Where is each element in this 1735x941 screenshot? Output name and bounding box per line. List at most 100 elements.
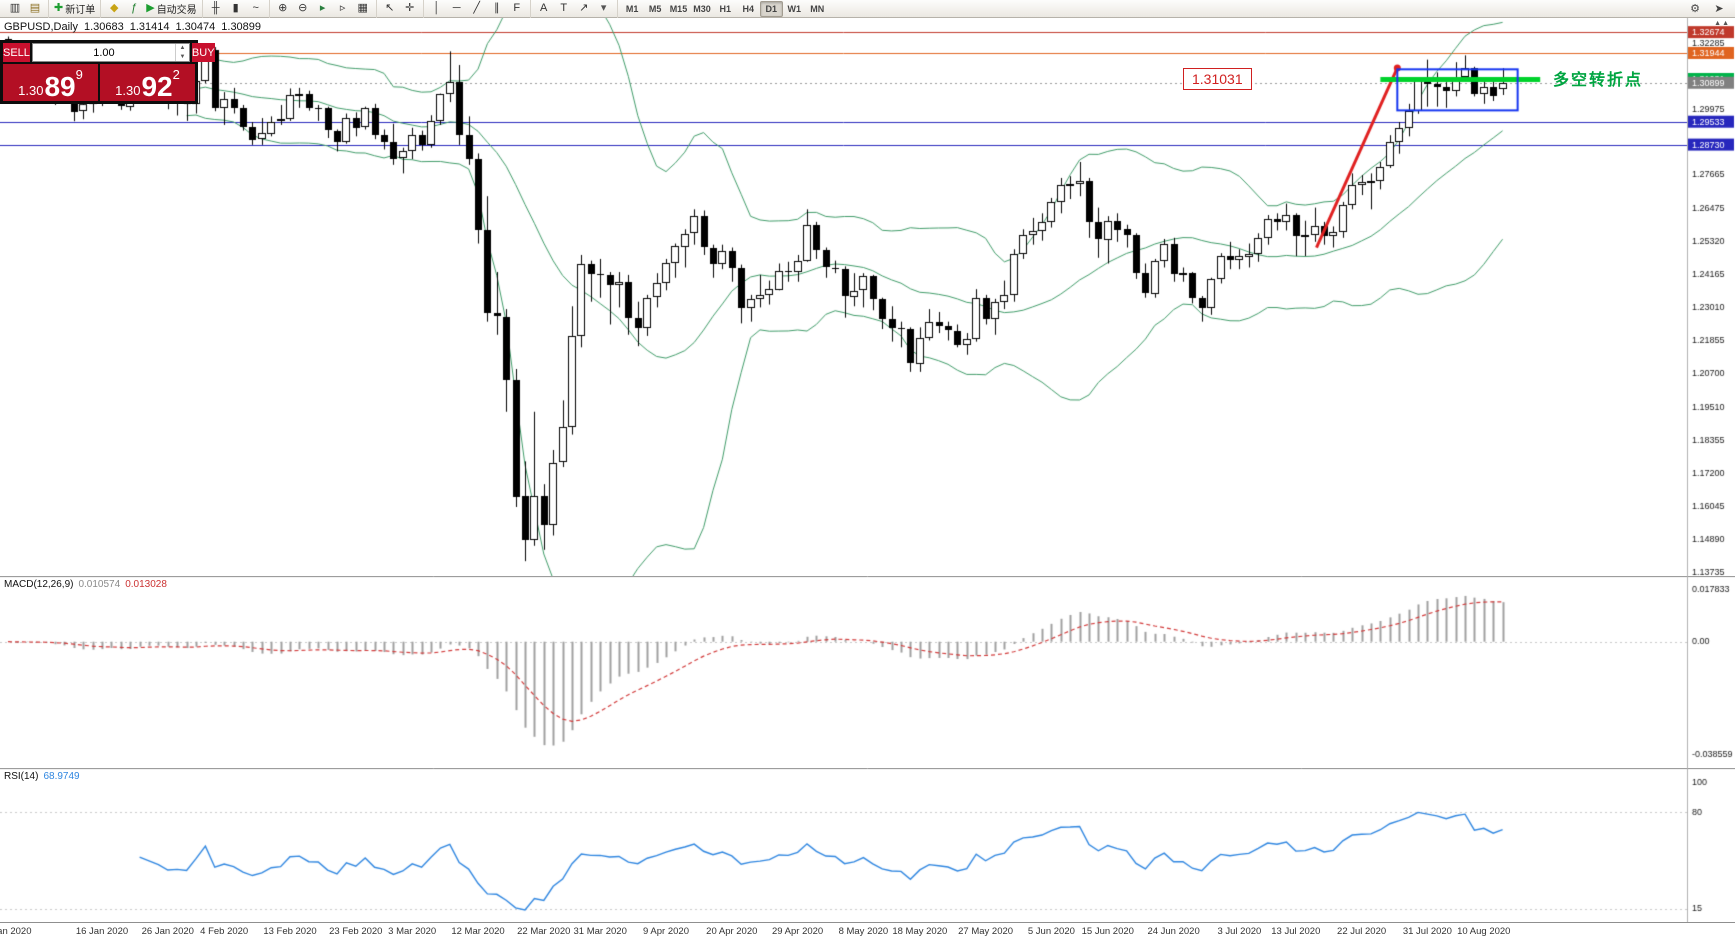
macd-panel-canvas[interactable] (0, 576, 1735, 768)
indicators-icon[interactable]: ƒ (124, 1, 144, 17)
gear-icon[interactable]: ⚙ (1690, 3, 1700, 15)
timeframe-h4[interactable]: H4 (742, 3, 754, 14)
turning-point-note[interactable]: 多空转折点 (1553, 72, 1644, 89)
line-chart-icon: ~ (252, 2, 259, 14)
date-axis: 2 Jan 2020 16 Jan 2020 26 Jan 2020 4 Feb 20… (0, 922, 1735, 941)
high-price: 1.31414 (129, 21, 170, 33)
date-axis-label: 8 May 2020 (838, 926, 889, 937)
date-axis-label: 2 Jan 2020 (0, 926, 32, 937)
buy-price-pips: 92 (141, 70, 173, 102)
chart-shift-icon[interactable]: ▹ (333, 1, 353, 17)
scroll-up2-icon[interactable]: ▲ (1722, 20, 1729, 27)
bar-chart-icon: ╫ (211, 2, 220, 14)
volume-down-icon[interactable]: ▼ (179, 53, 186, 60)
open-price: 1.30683 (83, 21, 124, 33)
date-axis-label: 18 May 2020 (892, 926, 948, 937)
zoom-in-icon: ⊕ (278, 2, 288, 14)
date-axis-label: 26 Jan 2020 (141, 926, 194, 937)
date-axis-label: 15 Jun 2020 (1081, 926, 1134, 937)
crosshair-icon[interactable]: ✛ (400, 1, 420, 17)
trendline-icon: ╱ (473, 2, 480, 14)
buy-button[interactable]: BUY (191, 43, 215, 62)
timeframe-m1[interactable]: M1 (625, 3, 639, 14)
timeframe-m15[interactable]: M15 (669, 3, 688, 14)
shapes-dropdown-icon[interactable]: ▾ (594, 1, 614, 17)
horizontal-line-icon[interactable]: ─ (447, 1, 467, 17)
timeframe-h1[interactable]: H1 (719, 3, 731, 14)
low-price: 1.30474 (175, 21, 216, 33)
rsi-value: 68.9749 (43, 771, 80, 782)
vertical-line-icon: │ (433, 2, 441, 14)
auto-scroll-icon[interactable]: ▸ (313, 1, 333, 17)
fibonacci-icon[interactable]: F (507, 1, 527, 17)
autotrading-icon-label: 自动交易 (156, 5, 197, 16)
grid-icon[interactable]: ▦ (353, 1, 373, 17)
autotrading-icon[interactable]: ▶ 自动交易 (144, 1, 198, 17)
new-order-icon[interactable]: ✚ 新订单 (52, 1, 97, 17)
vertical-line-icon[interactable]: │ (427, 1, 447, 17)
zoom-out-icon: ⊖ (298, 2, 308, 14)
candle-chart-icon: ▮ (232, 2, 239, 14)
crosshair-icon: ✛ (405, 2, 415, 14)
chart-shift-icon: ▹ (339, 2, 346, 14)
date-axis-label: 27 May 2020 (958, 926, 1014, 937)
volume-up-icon[interactable]: ▲ (179, 45, 186, 51)
cursor-icon: ↖ (385, 2, 395, 14)
label-icon: T (560, 2, 568, 14)
zoom-in-icon[interactable]: ⊕ (273, 1, 293, 17)
close-price: 1.30899 (221, 21, 262, 33)
scroll-up-icon[interactable]: ▲ (1714, 20, 1722, 27)
timeframe-m5[interactable]: M5 (648, 3, 662, 14)
sell-price-pips: 89 (44, 70, 76, 102)
date-axis-label: 3 Jul 2020 (1217, 926, 1262, 937)
bar-chart-icon[interactable]: ╫ (206, 1, 226, 17)
volume-box: ▲ ▼ (31, 43, 190, 62)
price-chart-canvas[interactable] (0, 18, 1735, 576)
arrow-tools-icon[interactable]: ↗ (574, 1, 594, 17)
shapes-dropdown-icon: ▾ (600, 2, 607, 14)
candle-chart-icon[interactable]: ▮ (226, 1, 246, 17)
timeframe-m30[interactable]: M30 (693, 3, 711, 14)
metaeditor-icon: ◆ (109, 2, 119, 14)
date-axis-label: 29 Apr 2020 (771, 926, 824, 937)
date-axis-label: 12 Mar 2020 (451, 926, 505, 937)
timeframe-w1[interactable]: W1 (787, 3, 801, 14)
rsi-panel-canvas[interactable] (0, 768, 1735, 922)
buy-price-point: 2 (172, 67, 180, 82)
metaeditor-icon[interactable]: ◆ (104, 1, 124, 17)
date-axis-label: 24 Jun 2020 (1147, 926, 1200, 937)
macd-indicator-label: MACD(12,26,9) 0.010574 0.013028 (4, 579, 167, 590)
date-axis-label: 4 Feb 2020 (200, 926, 249, 937)
zoom-out-icon[interactable]: ⊖ (293, 1, 313, 17)
pointer-icon[interactable]: ➤ (1714, 3, 1724, 15)
sell-button[interactable]: SELL (3, 43, 30, 62)
new-chart-icon[interactable]: ▥ (5, 1, 25, 17)
text-icon: A (540, 2, 548, 14)
sell-price-button[interactable]: 1.30 89 9 (3, 64, 98, 101)
buy-price-button[interactable]: 1.30 92 2 (100, 64, 195, 101)
label-icon[interactable]: T (554, 1, 574, 17)
channel-icon[interactable]: ∥ (487, 1, 507, 17)
timeframe-d1[interactable]: D1 (759, 0, 783, 17)
date-axis-label: 13 Feb 2020 (263, 926, 317, 937)
indicators-icon: ƒ (131, 2, 138, 14)
text-icon[interactable]: A (534, 1, 554, 17)
buy-price-prefix: 1.30 (115, 83, 141, 98)
chart-ohlc-header: GBPUSD,Daily 1.30683 1.31414 1.30474 1.30899 (4, 21, 267, 33)
profiles-icon: ▤ (29, 2, 41, 14)
macd-signal-value: 0.013028 (125, 579, 167, 590)
volume-input[interactable] (32, 44, 175, 61)
date-axis-label: 22 Jul 2020 (1337, 926, 1387, 937)
profiles-icon[interactable]: ▤ (25, 1, 45, 17)
price-annotation-label[interactable]: 1.31031 (1183, 68, 1252, 90)
timeframe-mn[interactable]: MN (810, 3, 825, 14)
new-order-icon: ✚ (54, 2, 64, 14)
macd-main-value: 0.010574 (78, 579, 121, 590)
channel-icon: ∥ (493, 2, 500, 14)
cursor-icon[interactable]: ↖ (380, 1, 400, 17)
trendline-icon[interactable]: ╱ (467, 1, 487, 17)
line-chart-icon[interactable]: ~ (246, 1, 266, 17)
sell-price-prefix: 1.30 (18, 83, 44, 98)
date-axis-label: 10 Aug 2020 (1457, 926, 1511, 937)
rsi-indicator-label: RSI(14) 68.9749 (4, 771, 80, 782)
